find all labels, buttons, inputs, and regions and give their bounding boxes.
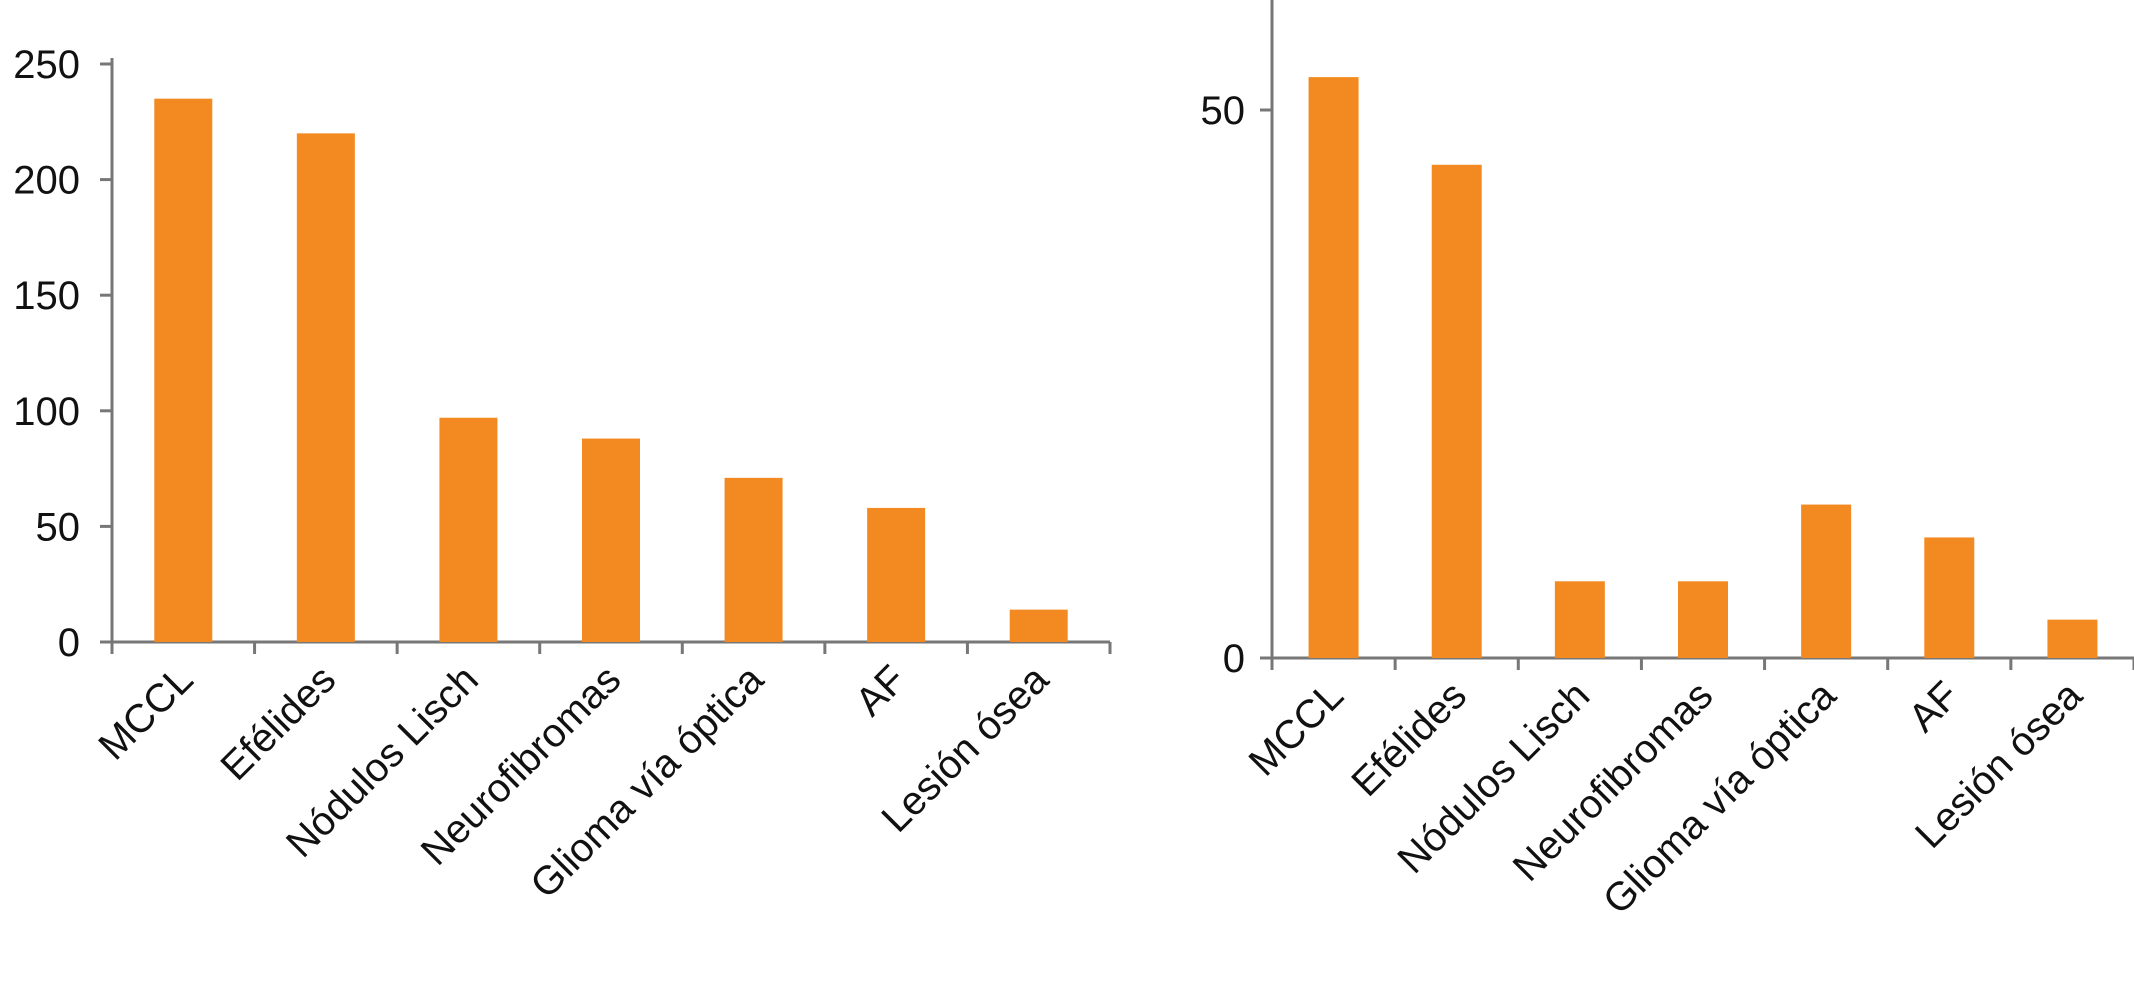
left-bar-af	[867, 508, 925, 642]
right-bar-af	[1924, 537, 1974, 658]
right-category-label-mccl: MCCL	[1241, 673, 1352, 784]
left-category-label-af: AF	[847, 657, 914, 724]
right-y-tick-label: 0	[1223, 637, 1245, 681]
left-y-tick-label: 0	[58, 621, 80, 665]
right-bar-nodulos-lisch	[1555, 581, 1605, 658]
left-y-tick-label: 250	[13, 43, 80, 87]
right-category-label-af: AF	[1900, 673, 1967, 740]
left-bar-mccl	[154, 99, 212, 642]
left-bar-glioma-via-optica	[725, 478, 783, 642]
left-category-label-mccl: MCCL	[90, 657, 201, 768]
right-bar-mccl	[1309, 77, 1359, 658]
left-bar-nodulos-lisch	[439, 418, 497, 642]
left-bar-neurofibromas	[582, 439, 640, 642]
left-bar-efelides	[297, 133, 355, 642]
right-bar-glioma-via-optica	[1801, 505, 1851, 658]
left-y-tick-label: 150	[13, 274, 80, 318]
left-y-tick-label: 50	[36, 505, 81, 549]
right-bar-efelides	[1432, 165, 1482, 658]
left-y-tick-label: 200	[13, 159, 80, 203]
right-bar-neurofibromas	[1678, 581, 1728, 658]
left-y-tick-label: 100	[13, 390, 80, 434]
left-bar-lesion-osea	[1010, 610, 1068, 642]
right-category-label-glioma-via-optica: Glioma vía óptica	[1595, 673, 1845, 923]
right-y-tick-label: 50	[1201, 89, 1246, 133]
right-bar-lesion-osea	[2047, 620, 2097, 658]
left-category-label-efelides: Efélides	[212, 657, 344, 789]
left-category-label-glioma-via-optica: Glioma vía óptica	[522, 657, 772, 907]
